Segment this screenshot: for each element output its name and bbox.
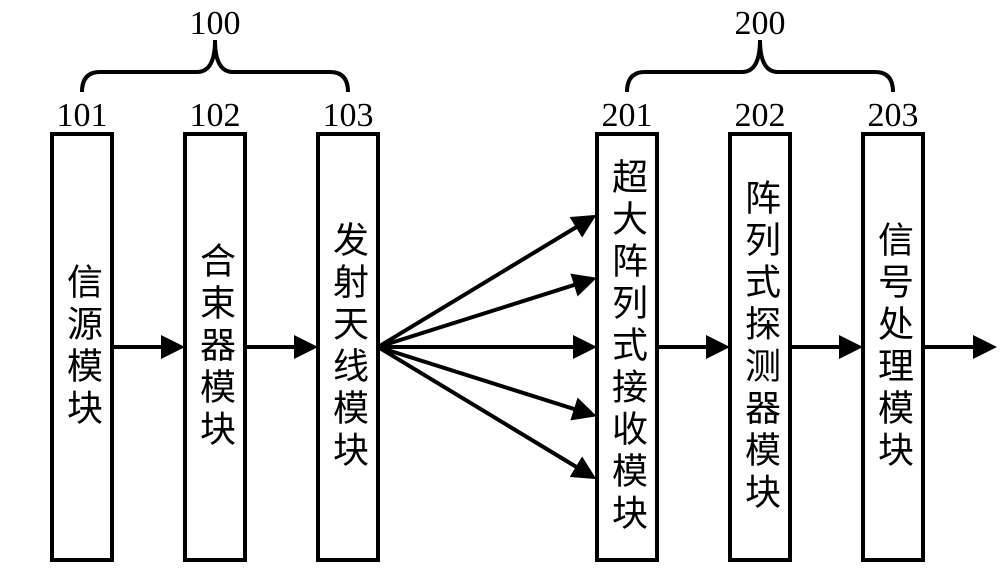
- arrow-fan-3: [378, 347, 593, 415]
- box-201: 201 超大阵列式接收模块: [597, 97, 657, 560]
- box-number-103: 103: [323, 97, 374, 134]
- group-label-100: 100: [190, 5, 241, 42]
- box-101: 101 信源模块: [52, 97, 112, 560]
- box-number-102: 102: [190, 97, 241, 134]
- box-203: 203 信号处理模块: [863, 97, 923, 560]
- box-103: 103 发射天线模块: [318, 97, 378, 560]
- brace-200-left: [627, 40, 760, 92]
- arrow-fan-0: [378, 217, 593, 347]
- box-label-102: 合束器模块: [189, 242, 241, 452]
- brace-100-right: [215, 40, 348, 92]
- box-number-101: 101: [57, 97, 108, 134]
- box-number-201: 201: [602, 97, 653, 134]
- arrow-fan-1: [378, 279, 593, 347]
- box-number-203: 203: [868, 97, 919, 134]
- group-label-200: 200: [735, 5, 786, 42]
- box-label-201: 超大阵列式接收模块: [601, 158, 653, 536]
- box-label-203: 信号处理模块: [867, 221, 919, 473]
- box-102: 102 合束器模块: [185, 97, 245, 560]
- box-label-101: 信源模块: [56, 263, 108, 431]
- box-202: 202 阵列式探测器模块: [730, 97, 790, 560]
- box-number-202: 202: [735, 97, 786, 134]
- box-label-202: 阵列式探测器模块: [734, 179, 786, 515]
- box-label-103: 发射天线模块: [322, 221, 374, 473]
- brace-100-left: [82, 40, 215, 92]
- arrow-fan-4: [378, 347, 593, 477]
- diagram-canvas: 100 200 101 信源模块 102 合束器模块 103 发射天线模块 201 超大阵列式接收…: [0, 0, 1000, 587]
- brace-200-right: [760, 40, 893, 92]
